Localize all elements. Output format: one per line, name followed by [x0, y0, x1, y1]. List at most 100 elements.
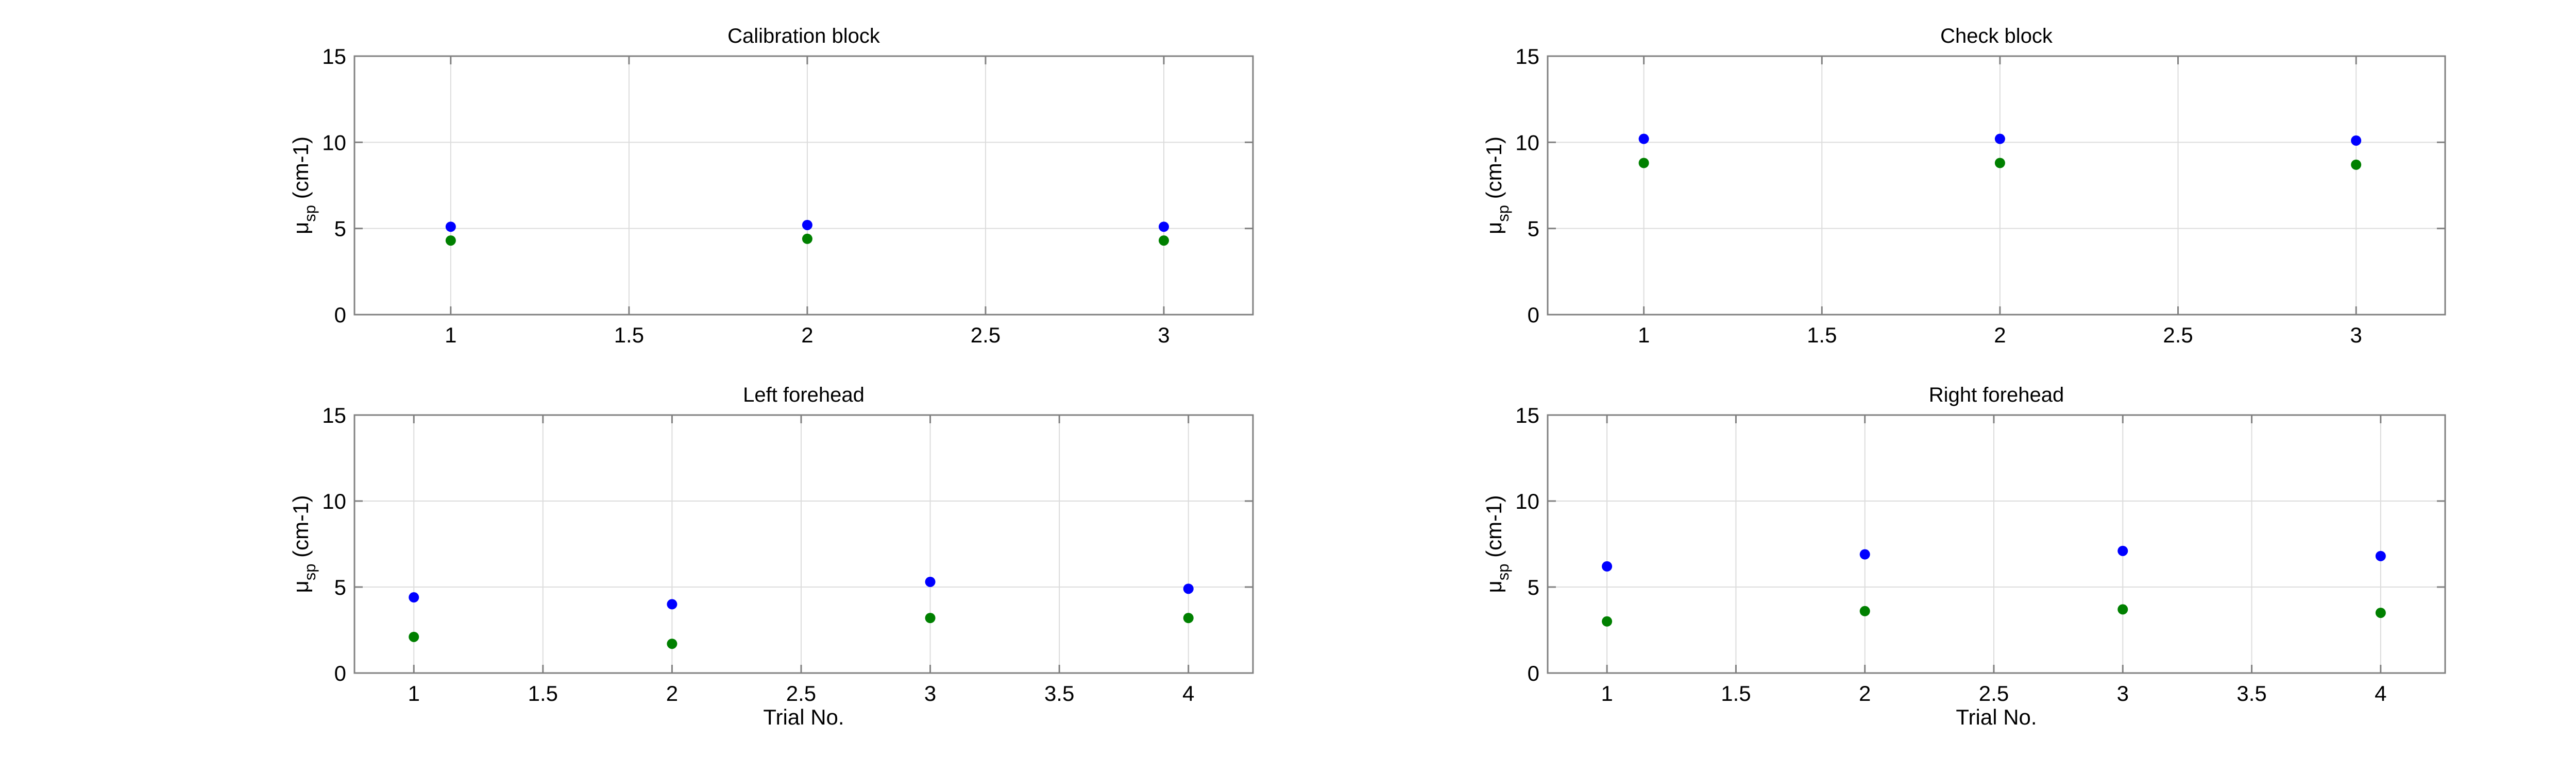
data-point	[1638, 133, 1649, 144]
x-tick-label: 2.5	[1979, 681, 2009, 705]
data-point	[2117, 604, 2128, 615]
x-axis-label: Trial No.	[763, 705, 844, 729]
y-tick-label: 15	[1515, 403, 1539, 427]
y-axis-label-symbol: μ	[1482, 580, 1506, 593]
y-axis-label-subscript: sp	[1494, 564, 1512, 581]
y-tick-label: 5	[334, 217, 346, 241]
x-tick-label: 1.5	[1721, 681, 1751, 705]
y-axis-label-subscript: sp	[1494, 205, 1512, 222]
chart-title: Left forehead	[743, 384, 865, 406]
data-point	[1158, 235, 1169, 246]
data-point	[667, 639, 677, 649]
chart-panel: 1 1.5 2 2.5 3 3.5 4 0 5 10 15 Left forehead Trial No…	[289, 384, 1254, 729]
y-tick-label: 5	[334, 575, 346, 599]
x-tick-label: 2	[1859, 681, 1871, 705]
chart-panel: 1 1.5 2 2.5 3 3.5 4 0 5 10 15 Right forehead Trial N…	[1482, 384, 2446, 729]
plot-area	[1548, 415, 2445, 673]
x-tick-label: 3	[2350, 323, 2362, 347]
x-tick-label: 3	[1158, 323, 1170, 347]
data-point	[2351, 159, 2362, 170]
y-tick-label: 5	[1528, 217, 1539, 241]
x-tick-label: 2	[801, 323, 813, 347]
data-point	[1994, 133, 2005, 144]
y-axis-label: μsp (cm-1)	[1482, 495, 1512, 593]
data-point	[2351, 135, 2362, 146]
axes-frame	[353, 55, 1254, 316]
y-axis-label-unit: (cm-1)	[1482, 136, 1506, 205]
plot-area	[354, 56, 1253, 315]
x-tick-label: 2	[1994, 323, 2006, 347]
y-axis-label-symbol: μ	[289, 222, 313, 234]
data-point	[2117, 545, 2128, 556]
x-tick-label: 1.5	[614, 323, 644, 347]
axes-frame	[1547, 414, 2446, 674]
data-point	[409, 631, 419, 642]
x-tick-label: 4	[2375, 681, 2386, 705]
x-tick-label: 3	[924, 681, 936, 705]
data-point	[1183, 583, 1194, 594]
y-tick-label: 0	[334, 303, 346, 327]
x-tick-label: 3	[2117, 681, 2129, 705]
axes-frame	[353, 414, 1254, 674]
x-tick-label: 4	[1182, 681, 1194, 705]
data-point	[2375, 608, 2386, 618]
data-point	[802, 219, 812, 230]
y-tick-label: 0	[334, 661, 346, 685]
data-point	[1602, 616, 1613, 627]
y-tick-label: 15	[322, 44, 346, 68]
data-point	[802, 233, 812, 244]
y-axis-label-unit: (cm-1)	[289, 495, 313, 564]
x-tick-label: 2.5	[786, 681, 816, 705]
y-axis-label-unit: (cm-1)	[1482, 495, 1506, 564]
y-tick-label: 15	[1515, 44, 1539, 68]
x-tick-label: 3.5	[2236, 681, 2266, 705]
y-axis-label: μsp (cm-1)	[1482, 136, 1512, 234]
x-tick-label: 1.5	[1807, 323, 1837, 347]
y-axis-label: μsp (cm-1)	[289, 136, 319, 234]
x-tick-label: 1	[445, 323, 456, 347]
x-tick-label: 2	[666, 681, 678, 705]
chart-panel: 1 1.5 2 2.5 3 0 5 10 15 Check block μsp (cm-1)	[1482, 25, 2446, 347]
data-point	[445, 235, 456, 246]
chart-panel: 1 1.5 2 2.5 3 0 5 10 15 Calibration block μsp (cm-…	[289, 25, 1254, 347]
y-axis-label: μsp (cm-1)	[289, 495, 319, 593]
x-tick-label: 1	[1601, 681, 1613, 705]
y-axis-label-symbol: μ	[1482, 222, 1506, 234]
y-tick-label: 15	[322, 403, 346, 427]
x-tick-label: 1	[1638, 323, 1650, 347]
x-tick-label: 1	[408, 681, 420, 705]
y-axis-label-subscript: sp	[301, 564, 319, 581]
data-point	[1859, 549, 1870, 560]
axes-frame	[1547, 55, 2446, 316]
x-axis-label: Trial No.	[1956, 705, 2037, 729]
data-point	[1183, 613, 1194, 624]
x-tick-label: 2.5	[2163, 323, 2193, 347]
y-tick-label: 5	[1528, 575, 1539, 599]
data-point	[1859, 606, 1870, 616]
x-tick-label: 2.5	[971, 323, 1001, 347]
y-axis-label-symbol: μ	[289, 580, 313, 593]
y-axis-label-unit: (cm-1)	[289, 136, 313, 205]
data-point	[1602, 561, 1613, 572]
data-point	[445, 221, 456, 232]
plot-area	[1548, 56, 2445, 315]
y-tick-label: 10	[322, 130, 346, 154]
data-point	[1638, 158, 1649, 168]
data-point	[2375, 550, 2386, 561]
plot-area	[354, 415, 1253, 673]
data-point	[409, 592, 419, 603]
y-axis-label-subscript: sp	[301, 205, 319, 222]
y-tick-label: 10	[322, 489, 346, 513]
chart-title: Check block	[1940, 25, 2053, 47]
y-tick-label: 10	[1515, 489, 1539, 513]
y-tick-label: 0	[1528, 303, 1539, 327]
data-point	[667, 599, 677, 610]
y-tick-label: 0	[1528, 661, 1539, 685]
y-tick-label: 10	[1515, 130, 1539, 154]
x-tick-label: 1.5	[528, 681, 558, 705]
x-tick-label: 3.5	[1044, 681, 1074, 705]
data-point	[925, 576, 936, 587]
data-point	[1158, 221, 1169, 232]
